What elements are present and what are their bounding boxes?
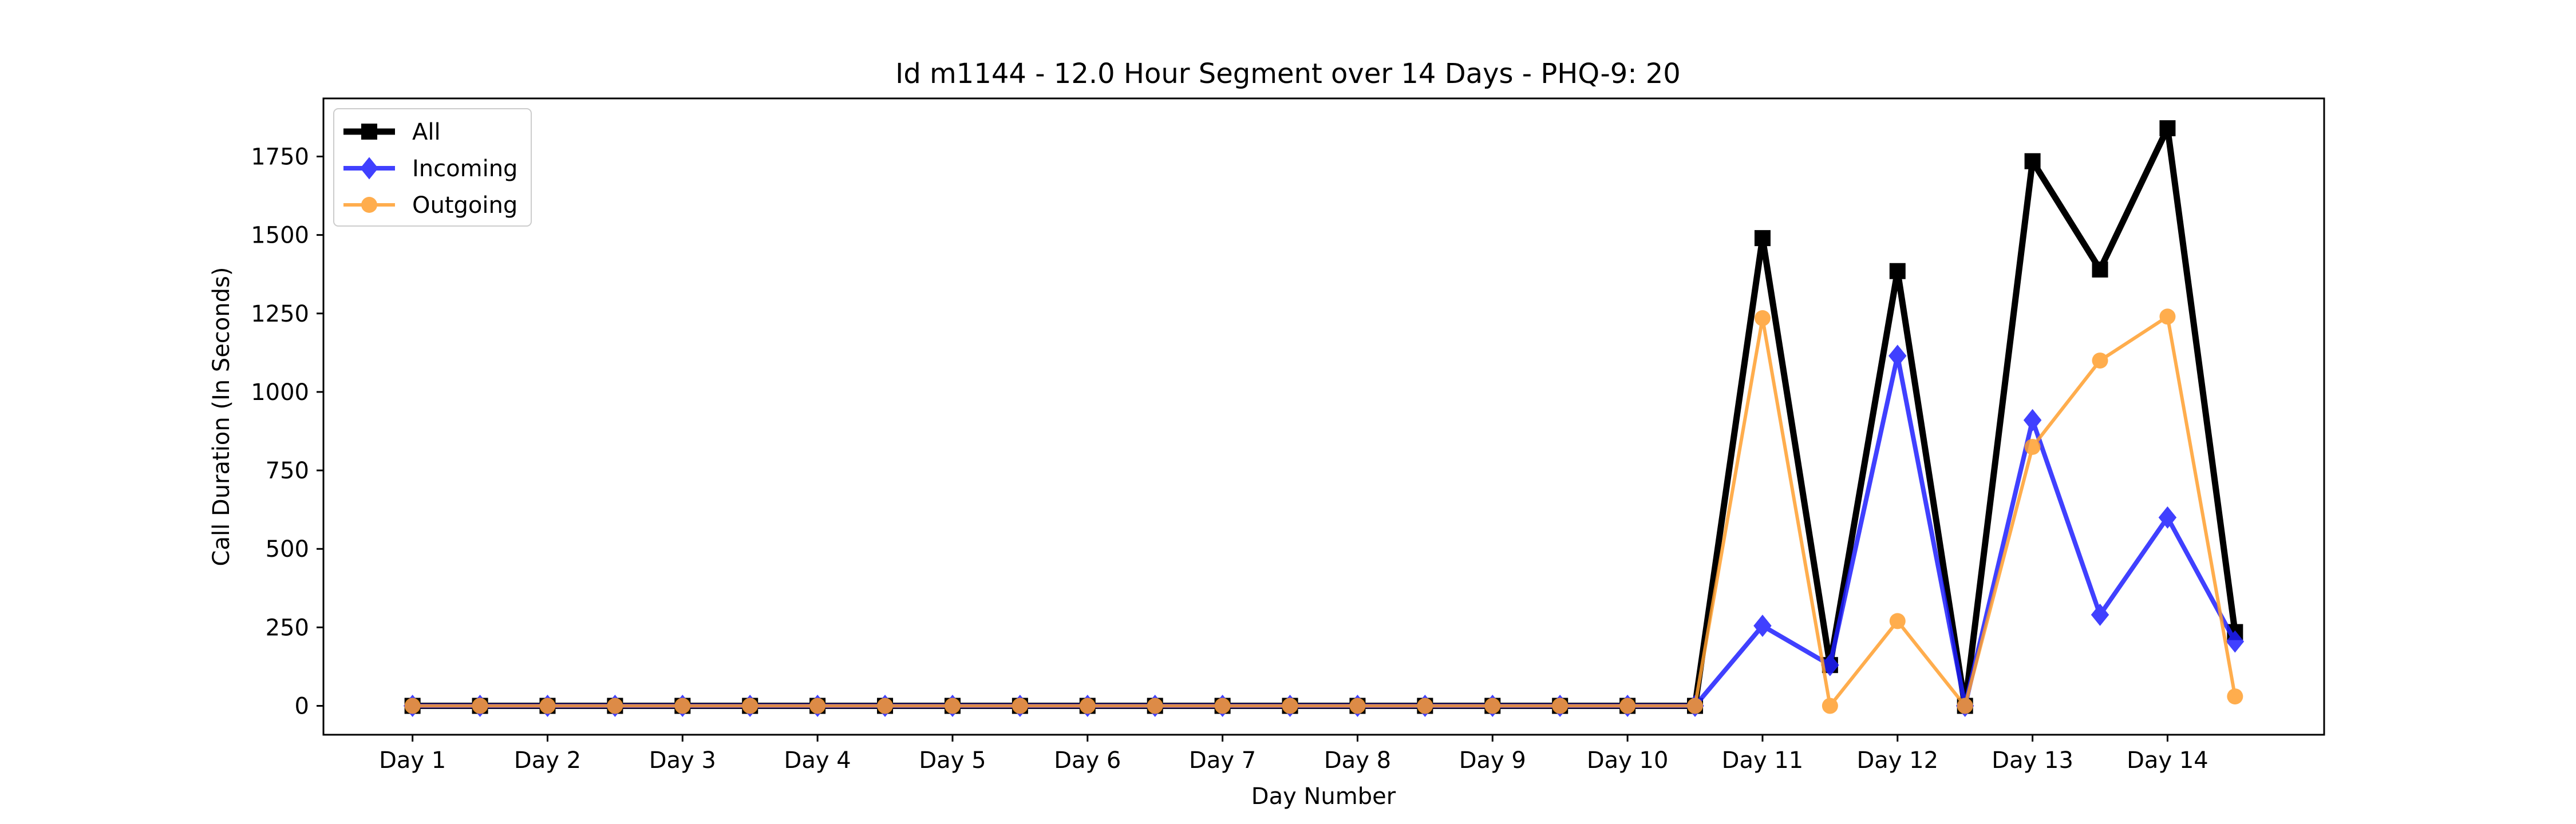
plot-area (322, 97, 2325, 736)
legend-swatch-outgoing (343, 197, 395, 213)
legend-marker-all (361, 124, 377, 140)
data-point-incoming (2091, 603, 2109, 626)
data-point-outgoing (2227, 688, 2243, 705)
x-tick-label: Day 14 (2127, 747, 2208, 774)
legend-swatch-incoming (343, 157, 395, 180)
x-tick-label: Day 3 (649, 747, 716, 774)
data-point-outgoing (674, 698, 691, 714)
data-point-outgoing (539, 698, 556, 714)
data-point-all (2159, 120, 2176, 137)
data-point-outgoing (472, 698, 488, 714)
x-tick-label: Day 5 (919, 747, 986, 774)
data-point-outgoing (1147, 698, 1163, 714)
data-point-outgoing (944, 698, 961, 714)
data-point-incoming (1753, 615, 1772, 637)
data-point-outgoing (2024, 438, 2041, 455)
legend-swatch-all (343, 124, 395, 140)
data-point-outgoing (1214, 698, 1231, 714)
data-point-outgoing (404, 698, 421, 714)
legend-marker-incoming (360, 157, 378, 180)
data-point-outgoing (809, 698, 826, 714)
series-line-outgoing (412, 315, 2237, 708)
data-point-outgoing (1417, 698, 1433, 714)
x-tick-label: Day 8 (1324, 747, 1391, 774)
x-tick-label: Day 2 (514, 747, 581, 774)
y-tick-label: 1750 (251, 144, 309, 170)
data-point-incoming (2023, 409, 2042, 431)
x-axis-label: Day Number (1251, 783, 1396, 810)
data-point-incoming (2158, 506, 2177, 529)
y-tick-label: 250 (266, 615, 309, 641)
y-axis: 0 250 500 750 1000 1250 1500 1750 (251, 144, 323, 720)
data-point-outgoing (1754, 310, 1771, 327)
data-point-outgoing (1079, 698, 1096, 714)
x-tick-label: Day 1 (379, 747, 446, 774)
y-tick-label: 1000 (251, 379, 309, 406)
legend-label-all: All (412, 119, 441, 145)
data-point-outgoing (1282, 698, 1298, 714)
data-point-all (2092, 261, 2108, 278)
y-axis-label: Call Duration (In Seconds) (208, 267, 235, 566)
legend-item-incoming: Incoming (343, 156, 517, 182)
legend-box (333, 108, 532, 227)
data-point-outgoing (1552, 698, 1568, 714)
axes-frame (322, 97, 2325, 736)
data-point-outgoing (2159, 308, 2176, 325)
data-point-outgoing (1484, 698, 1501, 714)
data-point-incoming (2226, 630, 2245, 653)
x-tick-label: Day 10 (1587, 747, 1669, 774)
x-tick-label: Day 12 (1856, 747, 1938, 774)
data-point-outgoing (742, 698, 758, 714)
y-tick-label: 1500 (251, 223, 309, 249)
data-point-all (1889, 263, 1906, 279)
data-point-outgoing (1349, 698, 1366, 714)
legend-label-outgoing: Outgoing (412, 192, 517, 219)
series-layer (403, 120, 2245, 718)
data-point-outgoing (1687, 698, 1704, 714)
data-point-incoming (1888, 344, 1907, 367)
y-tick-label: 500 (266, 536, 309, 562)
x-tick-label: Day 9 (1459, 747, 1526, 774)
data-point-outgoing (877, 698, 894, 714)
data-point-outgoing (1012, 698, 1028, 714)
y-tick-label: 750 (266, 458, 309, 484)
y-tick-label: 0 (295, 694, 309, 720)
x-tick-label: Day 6 (1054, 747, 1121, 774)
data-point-outgoing (2092, 352, 2108, 369)
data-point-outgoing (1822, 698, 1838, 714)
x-tick-label: Day 7 (1189, 747, 1256, 774)
data-point-outgoing (1889, 613, 1906, 629)
series-outgoing (404, 308, 2243, 714)
x-tick-label: Day 4 (784, 747, 851, 774)
x-tick-label: Day 11 (1722, 747, 1804, 774)
legend-item-all: All (343, 119, 441, 145)
legend-item-outgoing: Outgoing (343, 192, 517, 219)
chart-title: Id m1144 - 12.0 Hour Segment over 14 Day… (895, 58, 1681, 90)
y-tick-label: 1250 (251, 301, 309, 327)
legend-marker-outgoing (361, 197, 377, 213)
data-point-all (2024, 153, 2041, 169)
data-point-all (1754, 230, 1771, 247)
x-axis: Day 1 Day 2 Day 3 Day 4 Day 5 Day 6 Day 7 Day 8… (379, 735, 2208, 774)
legend-label-incoming: Incoming (412, 156, 517, 182)
x-tick-label: Day 13 (1992, 747, 2073, 774)
data-point-outgoing (1957, 698, 1973, 714)
legend: All Incoming Outgoing (333, 108, 532, 227)
data-point-outgoing (607, 698, 623, 714)
data-point-outgoing (1619, 698, 1636, 714)
